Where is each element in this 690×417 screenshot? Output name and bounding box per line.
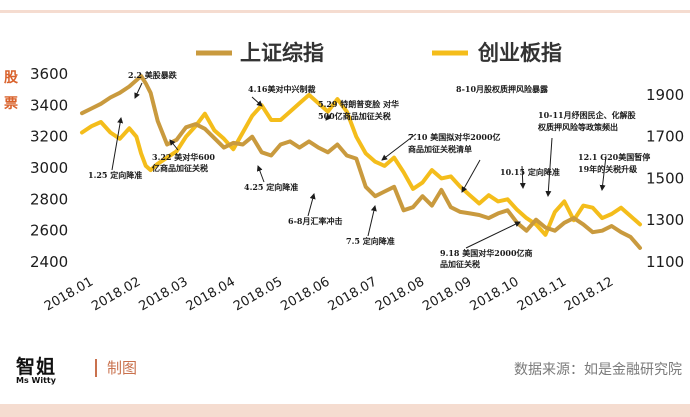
y-axis-label-char-2: 票	[4, 96, 18, 112]
x-tick-label: 2018.02	[89, 274, 143, 314]
annotation-text: 7.5 定向降准	[346, 236, 395, 246]
annotation-text: 7.10 美国拟对华2000亿	[408, 132, 501, 142]
x-tick-label: 2018.03	[137, 274, 191, 314]
chart-legend: 上证综指 创业板指	[196, 41, 562, 65]
annotation-arrow	[251, 96, 263, 107]
annotation-arrow	[134, 82, 143, 99]
top-frame-bar	[0, 0, 690, 14]
y-tick-left: 3200	[30, 128, 68, 146]
annotation-text: 19年的关税升级	[578, 164, 638, 174]
y-axis-left: 2400 2600 2800 3000 3200 3400 3600	[30, 65, 68, 271]
annotation-arrow	[465, 221, 521, 249]
brand-logo: 智姐 Ms Witty	[16, 352, 82, 388]
y-axis-label-char-1: 股	[4, 70, 19, 86]
annotation-text: 9.18 美国对华2000亿商	[440, 248, 533, 258]
y-tick-left: 2600	[30, 222, 68, 240]
annotation-text: 权质押风险等政策频出	[537, 122, 618, 132]
annotation-text: 500亿商品加征关税	[318, 111, 391, 121]
x-tick-label: 2018.06	[278, 274, 332, 314]
annotation-text: 10.15 定向降准	[500, 167, 560, 177]
annotation-text: 10-11月纾困民企、化解股	[538, 110, 636, 120]
y-tick-right: 1500	[646, 169, 684, 187]
annotation-text: 4.16美对中兴制裁	[248, 84, 315, 94]
x-tick-label: 2018.11	[515, 274, 569, 314]
y-axis-right: 1100 1300 1500 1700 1900	[646, 86, 684, 271]
annotation-arrow	[599, 155, 607, 191]
legend-sse-label: 上证综指	[240, 41, 324, 65]
x-tick-label: 2018.12	[562, 274, 616, 314]
x-tick-label: 2018.01	[42, 274, 96, 314]
x-tick-label: 2018.05	[231, 274, 285, 314]
top-frame-line	[0, 10, 690, 13]
annotation-text: 5.29 特朗普变脸 对华	[318, 99, 399, 109]
annotation-arrow	[169, 139, 179, 151]
y-tick-left: 3400	[30, 96, 68, 114]
annotation-text: 1.25 定向降准	[88, 170, 142, 180]
x-tick-label: 2018.04	[184, 274, 238, 314]
stock-index-chart: 上证综指 创业板指 股 票 2400 2600 2800 3000 3200 3400 36…	[4, 41, 684, 314]
annotation-text: 4.25 定向降准	[244, 182, 298, 192]
y-tick-left: 2400	[30, 253, 68, 271]
chinext-index-line	[80, 92, 642, 237]
y-tick-right: 1700	[646, 128, 684, 146]
logo-cn: 智姐	[16, 356, 57, 378]
sse-index-line	[80, 74, 642, 250]
annotation-arrow	[307, 193, 316, 217]
footer-divider	[95, 359, 97, 377]
annotation-text: 品加征关税	[440, 259, 480, 269]
annotation-text: 2.2 美股暴跌	[128, 70, 178, 80]
data-source: 数据来源：如是金融研究院	[514, 362, 682, 378]
y-tick-right: 1300	[646, 211, 684, 229]
annotation-text: 3.22 美对华600	[152, 152, 215, 162]
annotation-text: 6-8月汇率冲击	[288, 216, 342, 226]
annotation-arrow	[381, 133, 417, 161]
x-axis: 2018.012018.022018.032018.042018.052018.…	[42, 274, 616, 314]
logo-en: Ms Witty	[16, 376, 56, 385]
x-tick-label: 2018.08	[373, 274, 427, 314]
x-tick-label: 2018.09	[420, 274, 474, 314]
made-by-label: 制图	[107, 359, 138, 377]
annotation-text: 8-10月股权质押风险暴露	[456, 84, 549, 94]
legend-chinext-label: 创业板指	[477, 41, 562, 65]
annotation-arrow	[256, 165, 265, 183]
y-tick-right: 1100	[646, 253, 684, 271]
annotation-arrow	[325, 112, 333, 121]
y-tick-left: 3600	[30, 65, 68, 83]
series-lines	[80, 74, 642, 250]
x-tick-label: 2018.10	[468, 274, 522, 314]
annotation-text: 商品加征关税清单	[408, 144, 472, 154]
annotation-text: 12.1 G20美国暂停	[578, 152, 650, 162]
y-tick-left: 3000	[30, 159, 68, 177]
annotation-text: 亿商品加征关税	[152, 163, 208, 173]
annotation-arrow	[461, 159, 481, 193]
y-tick-right: 1900	[646, 86, 684, 104]
annotation-arrow	[367, 205, 377, 237]
y-tick-left: 2800	[30, 190, 68, 208]
bottom-frame-bar	[0, 404, 690, 417]
x-tick-label: 2018.07	[326, 274, 380, 314]
annotation-arrow	[545, 137, 553, 197]
annotation-arrow	[519, 165, 526, 189]
annotation-arrow	[111, 117, 124, 171]
